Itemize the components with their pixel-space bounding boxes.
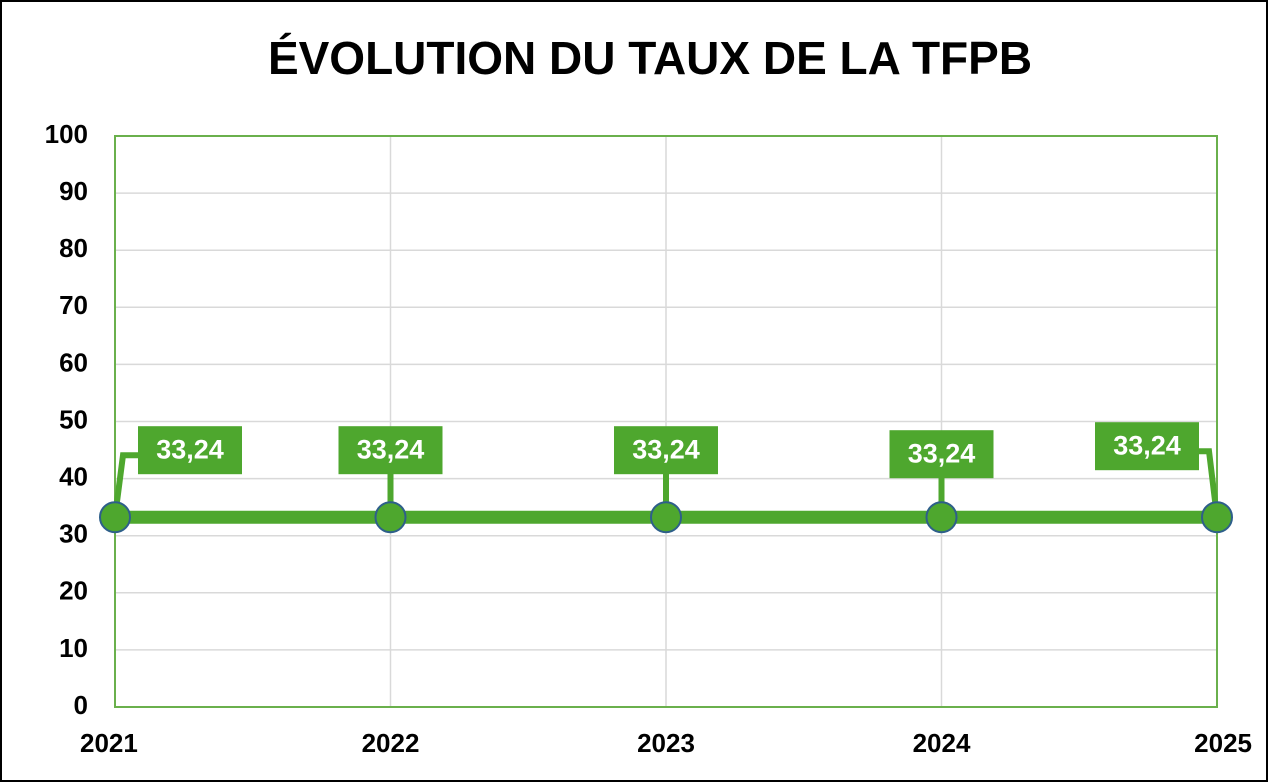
data-label: 33,24	[1113, 430, 1181, 460]
x-tick-label: 2024	[913, 728, 971, 758]
point	[374, 501, 407, 534]
point	[1201, 501, 1233, 534]
y-tick-label: 0	[74, 690, 88, 720]
plot-border	[114, 135, 1218, 708]
label-box	[138, 426, 242, 475]
label-leader	[112, 452, 138, 518]
y-tick-label: 40	[59, 461, 88, 491]
data-label: 33,24	[357, 434, 425, 464]
label-leader	[1199, 448, 1220, 518]
label-box	[1095, 422, 1199, 471]
y-tick-label: 90	[59, 176, 88, 206]
data-label: 33,24	[632, 434, 700, 464]
y-tick-label: 50	[59, 404, 88, 434]
y-tick-label: 30	[59, 519, 88, 549]
data-label: 33,24	[908, 438, 976, 468]
label-box	[338, 426, 443, 475]
point	[650, 501, 682, 534]
y-tick-label: 80	[59, 233, 88, 263]
x-tick-label: 2023	[637, 728, 695, 758]
point	[99, 501, 131, 534]
chart-title: ÉVOLUTION DU TAUX DE LA TFPB	[268, 32, 1032, 84]
y-tick-label: 10	[59, 633, 88, 663]
y-tick-label: 70	[59, 290, 88, 320]
data-label: 33,24	[156, 434, 224, 464]
y-tick-label: 100	[45, 119, 88, 149]
label-box	[614, 426, 718, 475]
point	[925, 501, 958, 534]
x-tick-label: 2022	[362, 728, 420, 758]
x-tick-label: 2021	[80, 728, 138, 758]
y-tick-label: 20	[59, 576, 88, 606]
y-tick-label: 60	[59, 347, 88, 377]
label-box	[889, 430, 994, 479]
x-tick-label: 2025	[1194, 728, 1252, 758]
